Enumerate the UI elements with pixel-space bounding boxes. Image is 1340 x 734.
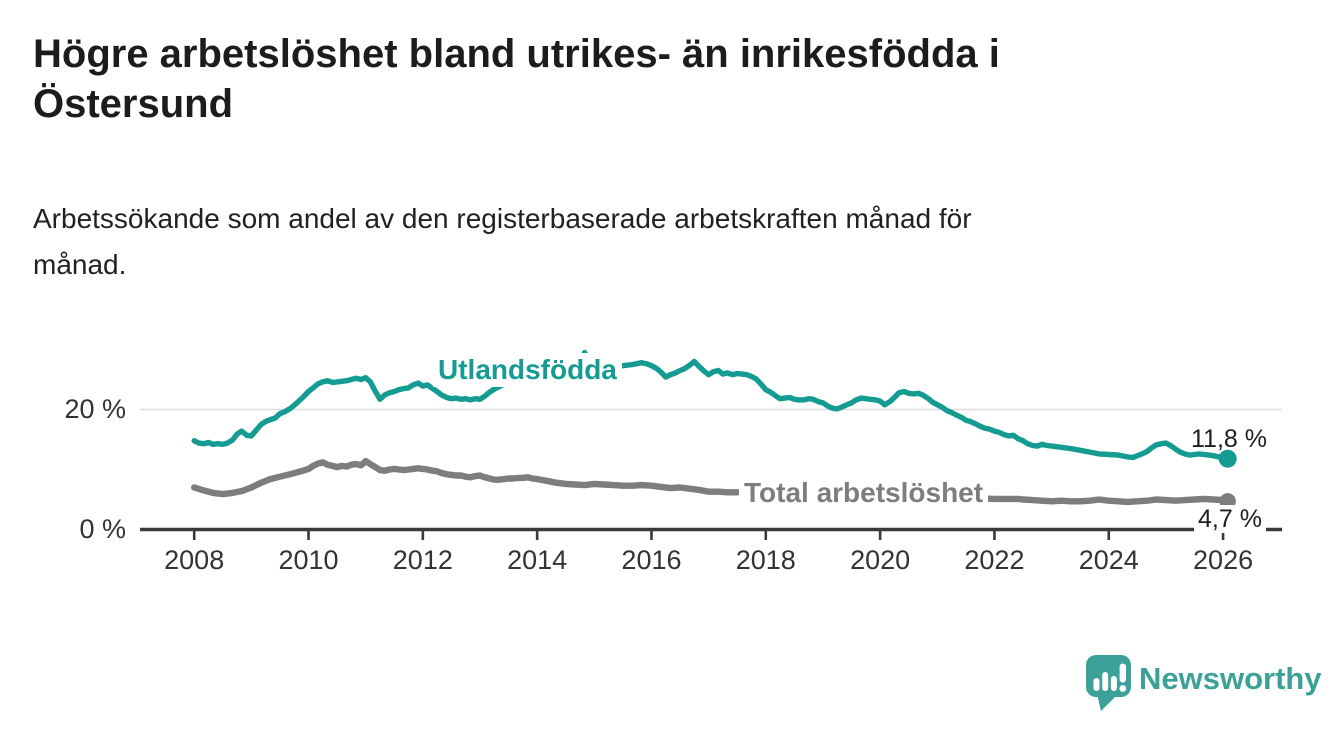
page-title: Högre arbetslöshet bland utrikes- än inr… <box>33 29 1153 129</box>
y-tick-label-0: 0 % <box>79 514 126 544</box>
chart-subtitle-line2: månad. <box>33 249 127 280</box>
x-tick-label-2016: 2016 <box>621 545 682 575</box>
y-tick-label-20: 20 % <box>64 394 126 424</box>
newsworthy-wordmark: Newsworthy <box>1139 661 1322 696</box>
x-tick-label-2008: 2008 <box>164 545 225 575</box>
x-tick-label-2010: 2010 <box>278 545 339 575</box>
x-tick-label-2020: 2020 <box>850 545 911 575</box>
series-line-0 <box>191 349 1231 462</box>
series-line-1 <box>191 457 1231 506</box>
page-title-line1: Högre arbetslöshet bland utrikes- än inr… <box>33 32 1000 76</box>
end-value-label-total: 4,7 % <box>1194 505 1266 533</box>
x-tick-label-2012: 2012 <box>392 545 453 575</box>
series-label-total-arbetsloshet: Total arbetslöshet <box>739 476 989 510</box>
chart-subtitle-line1: Arbetssökande som andel av den registerb… <box>33 203 972 234</box>
chart-subtitle: Arbetssökande som andel av den registerb… <box>33 196 1263 288</box>
series-label-utlandsfodda: Utlandsfödda <box>433 353 622 387</box>
x-tick-label-2026: 2026 <box>1193 545 1254 575</box>
x-tick-label-2014: 2014 <box>507 545 568 575</box>
series-endpoint-dot-0 <box>1218 449 1237 468</box>
x-tick-label-2018: 2018 <box>735 545 796 575</box>
end-value-label-utlandsfodda: 11,8 % <box>1191 425 1267 453</box>
x-tick-label-2024: 2024 <box>1078 545 1139 575</box>
page-title-line2: Östersund <box>33 82 234 126</box>
x-axis-ticks <box>192 529 1225 540</box>
x-tick-label-2022: 2022 <box>964 545 1025 575</box>
